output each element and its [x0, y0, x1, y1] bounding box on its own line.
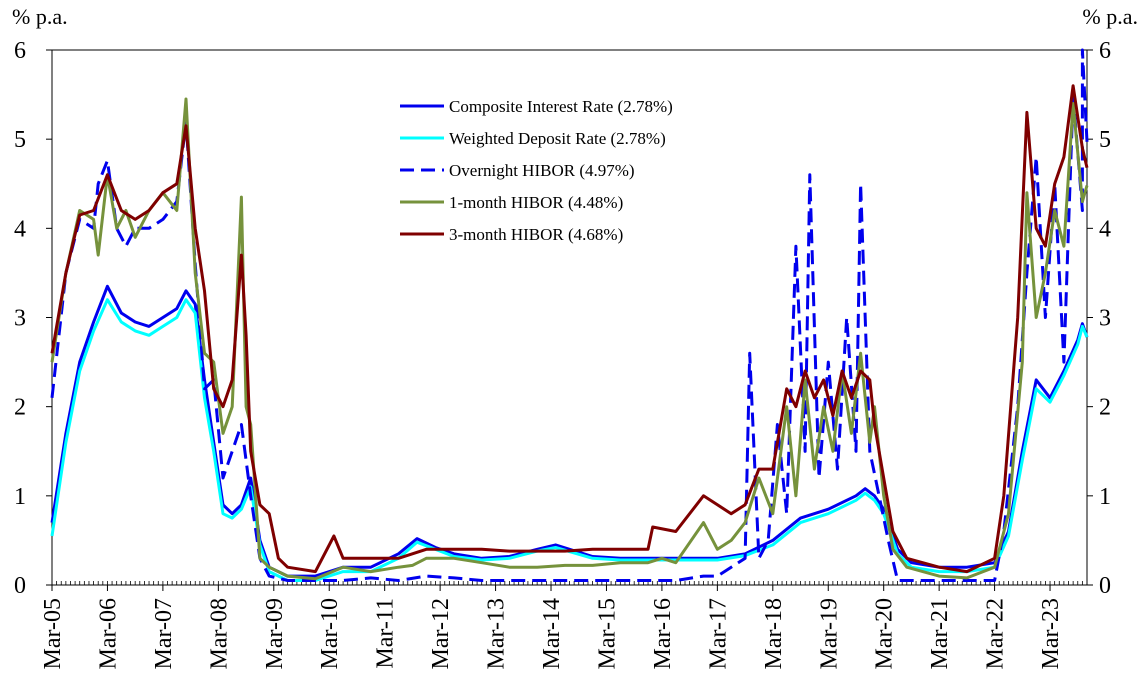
legend-label-2: Weighted Deposit Rate (2.78%)	[449, 129, 666, 148]
x-tick-label: Mar-05	[40, 598, 66, 670]
legend-label-1: Composite Interest Rate (2.78%)	[449, 97, 673, 116]
x-tick-label: Mar-19	[816, 598, 842, 670]
y-tick-label-left: 0	[14, 573, 26, 599]
legend: Composite Interest Rate (2.78%) Weighted …	[400, 97, 673, 244]
y-tick-label-right: 2	[1099, 395, 1111, 421]
x-tick-label: Mar-14	[539, 598, 565, 670]
y-axis-unit-left: % p.a.	[12, 4, 68, 29]
y-tick-label-left: 3	[14, 306, 26, 332]
x-tick-label: Mar-16	[650, 598, 676, 670]
y-tick-label-right: 5	[1099, 127, 1111, 153]
x-tick-label: Mar-12	[428, 598, 454, 670]
series-line-2	[50, 298, 1089, 582]
x-tick-label: Mar-17	[705, 598, 731, 670]
x-tick-label: Mar-08	[206, 598, 232, 670]
legend-label-3: Overnight HIBOR (4.97%)	[449, 161, 635, 180]
y-tick-label-left: 6	[14, 38, 26, 64]
y-tick-label-right: 3	[1099, 306, 1111, 332]
y-tick-label-left: 2	[14, 395, 26, 421]
y-tick-label-right: 0	[1099, 573, 1111, 599]
x-tick-label: Mar-11	[373, 598, 399, 669]
legend-label-5: 3-month HIBOR (4.68%)	[449, 225, 623, 244]
axes: 0 0 1 1 2 2 3 3 4 4 5 5 6 6 Mar-05 Mar-06 Mar-07 Mar-08 Ma…	[14, 38, 1111, 670]
y-tick-label-right: 1	[1099, 484, 1111, 510]
series-line-5	[50, 84, 1089, 574]
legend-label-4: 1-month HIBOR (4.48%)	[449, 193, 623, 212]
x-tick-label: Mar-21	[927, 598, 953, 670]
series-lines	[50, 48, 1089, 582]
x-tick-label: Mar-23	[1038, 598, 1064, 670]
x-tick-label: Mar-10	[317, 598, 343, 670]
y-tick-label-left: 5	[14, 127, 26, 153]
x-tick-label: Mar-22	[983, 598, 1009, 670]
x-tick-label: Mar-20	[872, 598, 898, 670]
x-tick-label: Mar-09	[262, 598, 288, 670]
y-tick-label-left: 1	[14, 484, 26, 510]
x-tick-label: Mar-18	[761, 598, 787, 670]
series-line-4	[50, 97, 1089, 581]
y-tick-label-right: 4	[1099, 216, 1111, 242]
x-tick-label: Mar-13	[484, 598, 510, 670]
x-tick-label: Mar-07	[151, 598, 177, 670]
y-axis-unit-right: % p.a.	[1082, 4, 1138, 29]
y-tick-label-left: 4	[14, 216, 26, 242]
x-tick-label: Mar-15	[594, 598, 620, 670]
y-tick-label-right: 6	[1099, 38, 1111, 64]
x-tick-label: Mar-06	[95, 598, 121, 670]
